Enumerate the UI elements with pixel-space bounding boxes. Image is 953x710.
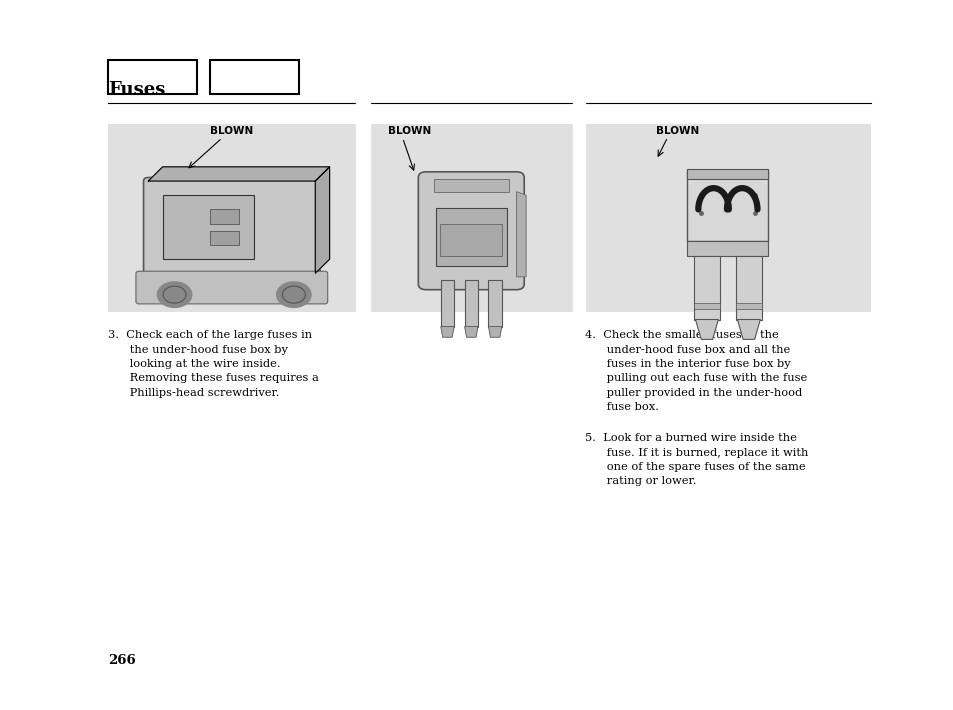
Bar: [439, 224, 501, 256]
Text: 266: 266: [108, 655, 135, 667]
Text: 5.  Look for a burned wire inside the
      fuse. If it is burned, replace it wi: 5. Look for a burned wire inside the fus…: [584, 433, 807, 486]
Bar: [584, 124, 870, 312]
Bar: [108, 60, 196, 94]
Bar: [433, 179, 509, 192]
Text: Fuses: Fuses: [108, 82, 165, 99]
Bar: [686, 169, 767, 179]
Bar: [735, 303, 761, 309]
FancyBboxPatch shape: [135, 271, 328, 304]
FancyBboxPatch shape: [435, 207, 507, 266]
FancyBboxPatch shape: [143, 178, 320, 277]
Text: BLOWN: BLOWN: [210, 126, 253, 136]
Bar: [210, 60, 298, 94]
Bar: [210, 231, 238, 245]
Polygon shape: [516, 192, 526, 277]
Polygon shape: [149, 167, 330, 181]
Text: BLOWN: BLOWN: [388, 126, 431, 136]
Polygon shape: [464, 327, 477, 337]
Bar: [735, 256, 761, 320]
Bar: [686, 170, 767, 241]
FancyBboxPatch shape: [417, 172, 524, 290]
Text: 3.  Check each of the large fuses in
      the under-hood fuse box by
      look: 3. Check each of the large fuses in the …: [108, 330, 318, 398]
Bar: [686, 241, 767, 256]
Polygon shape: [488, 327, 501, 337]
Text: 4.  Check the smaller fuses in the
      under-hood fuse box and all the
      f: 4. Check the smaller fuses in the under-…: [584, 330, 806, 412]
Bar: [210, 209, 238, 224]
Bar: [440, 280, 454, 327]
Polygon shape: [440, 327, 454, 337]
Polygon shape: [695, 320, 718, 339]
Circle shape: [157, 282, 192, 307]
Bar: [464, 280, 477, 327]
Bar: [370, 124, 573, 312]
Circle shape: [276, 282, 311, 307]
Bar: [693, 303, 720, 309]
Bar: [162, 195, 254, 259]
Text: BLOWN: BLOWN: [655, 126, 699, 136]
Bar: [488, 280, 501, 327]
Bar: [693, 256, 720, 320]
Bar: [108, 124, 355, 312]
Polygon shape: [314, 167, 330, 273]
Polygon shape: [737, 320, 760, 339]
